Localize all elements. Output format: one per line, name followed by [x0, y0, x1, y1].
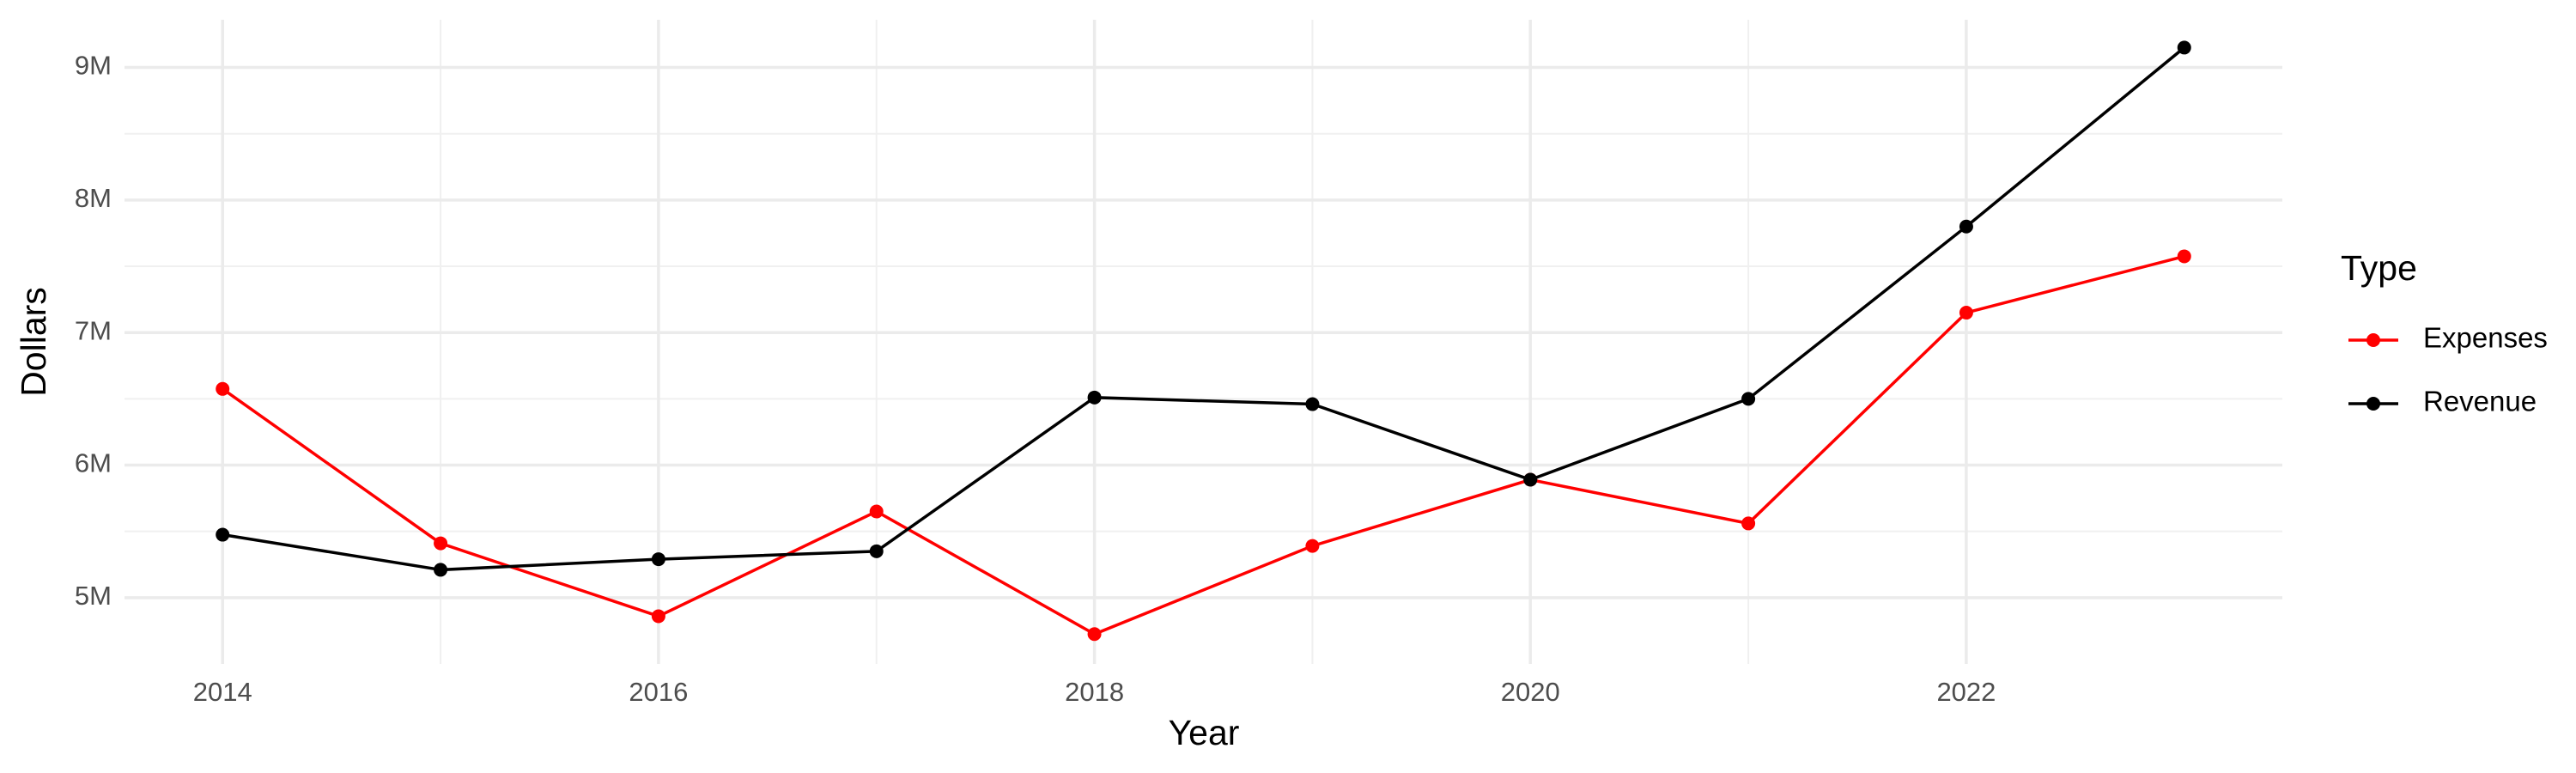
y-tick-label: 8M — [75, 183, 112, 213]
y-tick-label: 6M — [75, 448, 112, 478]
data-point — [1523, 472, 1538, 487]
y-axis-title: Dollars — [14, 287, 53, 397]
data-point — [1741, 516, 1756, 531]
data-point — [2177, 249, 2191, 264]
marks — [216, 40, 2191, 642]
data-point — [1087, 627, 1102, 642]
data-point — [1959, 219, 1973, 234]
legend-title: Type — [2341, 248, 2417, 288]
data-point — [869, 504, 884, 519]
x-tick-label: 2016 — [629, 677, 688, 707]
data-point — [434, 563, 448, 577]
data-point — [869, 544, 884, 558]
data-point — [1959, 306, 1973, 320]
x-axis-title: Year — [1169, 713, 1240, 752]
data-point — [1305, 539, 1320, 553]
legend-label: Revenue — [2423, 386, 2537, 417]
data-point — [434, 536, 448, 551]
legend-point — [2366, 397, 2380, 411]
x-tick-label: 2014 — [193, 677, 252, 707]
series-line — [222, 46, 2185, 572]
data-point — [651, 552, 665, 567]
legend-point — [2366, 333, 2380, 347]
data-point — [216, 527, 230, 542]
data-point — [1741, 392, 1756, 406]
legend-label: Expenses — [2423, 322, 2548, 354]
grid — [125, 20, 2282, 664]
x-tick-label: 2022 — [1936, 677, 1996, 707]
series-line — [222, 254, 2185, 636]
y-tick-label: 5M — [75, 581, 112, 611]
data-point — [1305, 397, 1320, 411]
x-tick-label: 2018 — [1065, 677, 1124, 707]
y-tick-label: 9M — [75, 51, 112, 81]
data-point — [1087, 390, 1102, 405]
y-tick-label: 7M — [75, 315, 112, 345]
data-point — [2177, 40, 2191, 55]
data-point — [651, 609, 665, 624]
data-point — [216, 381, 230, 396]
x-tick-label: 2020 — [1501, 677, 1560, 707]
